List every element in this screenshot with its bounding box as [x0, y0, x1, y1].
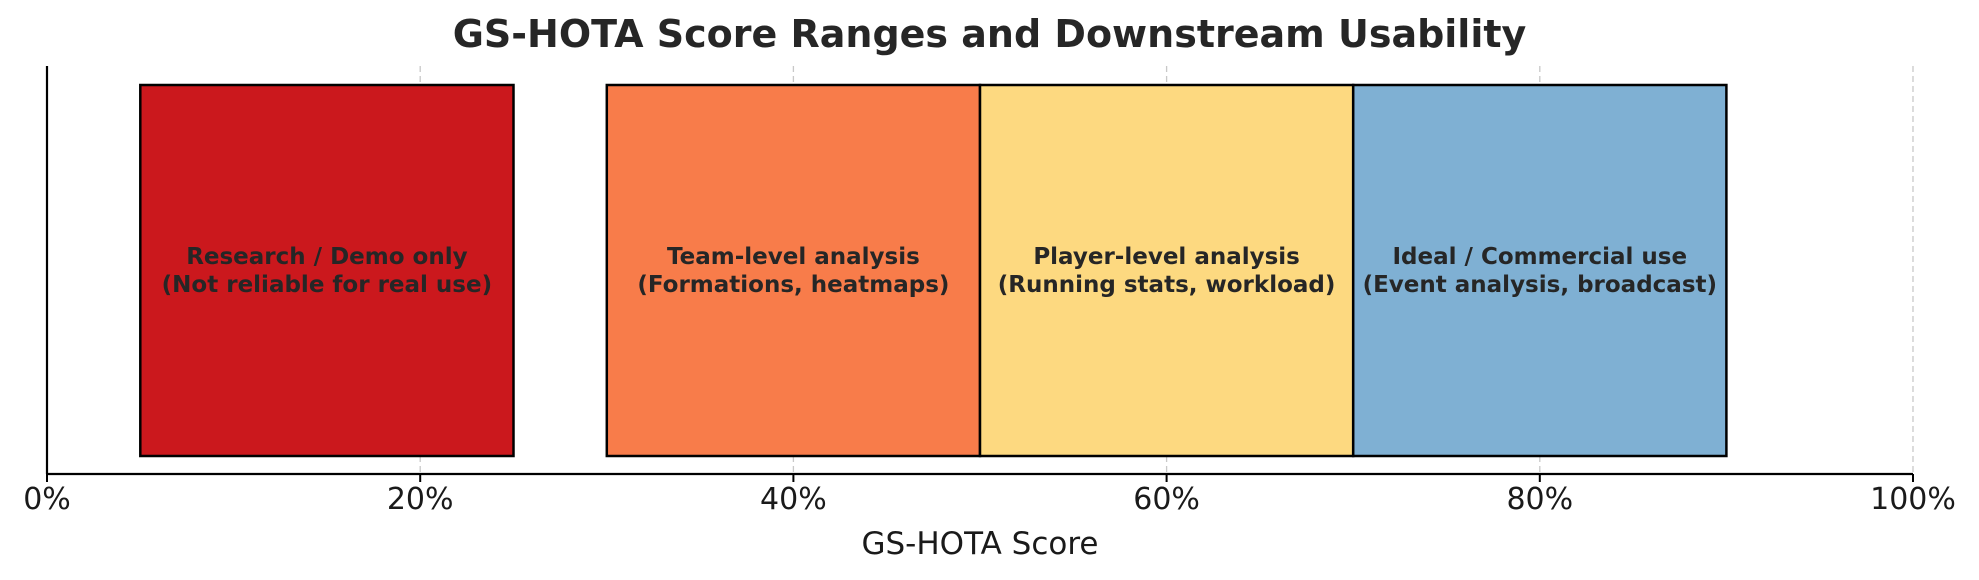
range-bar: [1351, 83, 1728, 458]
range-bar: [605, 83, 982, 458]
range-sublabel: (Not reliable for real use): [162, 272, 492, 298]
x-tick-label: 40%: [760, 482, 827, 517]
range-sublabel: (Formations, heatmaps): [637, 272, 949, 298]
range-sublabel: (Running stats, workload): [998, 272, 1336, 298]
range-bars: Research / Demo only(Not reliable for re…: [139, 83, 1728, 458]
x-axis-label: GS-HOTA Score: [861, 526, 1098, 562]
range-bar: [139, 83, 515, 458]
range-bar: [978, 83, 1355, 458]
range-sublabel: (Event analysis, broadcast): [1363, 272, 1717, 298]
x-tick-label: 80%: [1506, 482, 1573, 517]
range-label: Research / Demo only: [186, 244, 467, 270]
x-tick-label: 60%: [1133, 482, 1200, 517]
x-tick-label: 0%: [23, 482, 71, 517]
x-tick-label: 20%: [387, 482, 454, 517]
x-ticks: 0% 20% 40% 60% 80% 100%: [23, 474, 1956, 517]
range-label: Team-level analysis: [667, 244, 920, 270]
range-label: Ideal / Commercial use: [1393, 244, 1688, 270]
x-tick-label: 100%: [1870, 482, 1956, 517]
chart-title: GS-HOTA Score Ranges and Downstream Usab…: [452, 12, 1527, 56]
axes: [45, 66, 1913, 476]
range-label: Player-level analysis: [1033, 244, 1300, 270]
